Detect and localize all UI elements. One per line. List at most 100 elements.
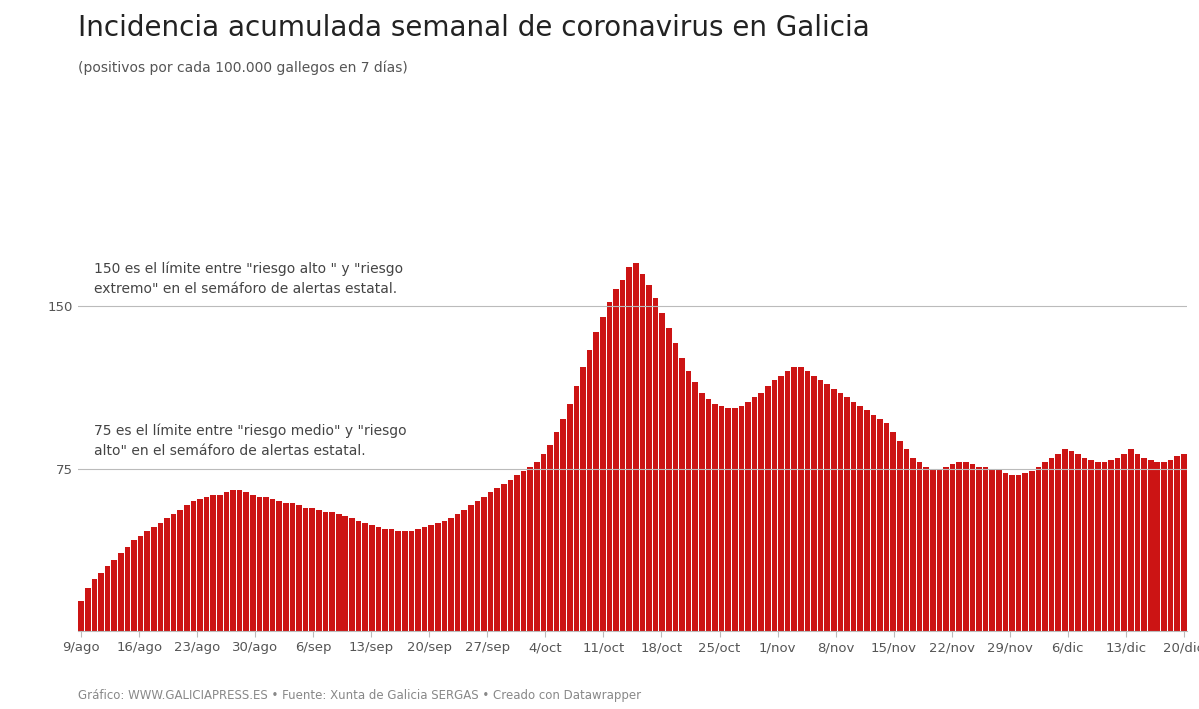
Bar <box>864 411 869 631</box>
Bar <box>1134 454 1140 631</box>
Bar <box>957 462 962 631</box>
Bar <box>659 313 665 631</box>
Bar <box>85 588 91 631</box>
Bar <box>454 514 460 631</box>
Bar <box>673 343 679 631</box>
Text: (positivos por cada 100.000 gallegos en 7 días): (positivos por cada 100.000 gallegos en … <box>78 60 408 74</box>
Bar <box>362 523 368 631</box>
Bar <box>428 525 434 631</box>
Bar <box>520 471 526 631</box>
Bar <box>323 512 329 631</box>
Bar <box>917 462 922 631</box>
Bar <box>904 450 909 631</box>
Bar <box>198 499 203 631</box>
Bar <box>705 399 711 631</box>
Bar <box>343 516 348 631</box>
Bar <box>1141 458 1147 631</box>
Bar <box>409 532 414 631</box>
Bar <box>950 464 956 631</box>
Bar <box>1062 450 1067 631</box>
Bar <box>725 408 731 631</box>
Bar <box>91 579 97 631</box>
Bar <box>791 367 797 631</box>
Bar <box>1095 462 1101 631</box>
Bar <box>1055 454 1061 631</box>
Bar <box>131 540 137 631</box>
Bar <box>468 506 474 631</box>
Bar <box>177 510 183 631</box>
Bar <box>752 397 758 631</box>
Bar <box>422 527 427 631</box>
Bar <box>607 302 613 631</box>
Bar <box>330 512 335 631</box>
Bar <box>878 419 882 631</box>
Bar <box>1042 462 1048 631</box>
Bar <box>1023 473 1028 631</box>
Bar <box>844 397 850 631</box>
Bar <box>851 401 856 631</box>
Bar <box>1102 462 1108 631</box>
Bar <box>765 386 771 631</box>
Bar <box>356 520 361 631</box>
Bar <box>547 445 553 631</box>
Bar <box>224 493 229 631</box>
Bar <box>580 367 586 631</box>
Bar <box>1010 475 1014 631</box>
Bar <box>594 333 600 631</box>
Bar <box>746 401 751 631</box>
Bar <box>646 285 652 631</box>
Bar <box>1181 454 1187 631</box>
Bar <box>554 432 560 631</box>
Bar <box>600 317 605 631</box>
Bar <box>164 518 170 631</box>
Bar <box>1081 458 1087 631</box>
Bar <box>891 432 896 631</box>
Bar <box>573 386 579 631</box>
Bar <box>976 467 982 631</box>
Bar <box>1161 462 1167 631</box>
Bar <box>1168 460 1174 631</box>
Bar <box>104 566 110 631</box>
Bar <box>825 384 830 631</box>
Bar <box>692 382 698 631</box>
Bar <box>448 518 453 631</box>
Bar <box>204 497 210 631</box>
Bar <box>402 532 408 631</box>
Bar <box>679 358 685 631</box>
Bar <box>1155 462 1161 631</box>
Bar <box>983 467 988 631</box>
Bar <box>857 406 863 631</box>
Bar <box>144 532 150 631</box>
Bar <box>1108 460 1114 631</box>
Bar <box>488 493 493 631</box>
Bar <box>718 406 724 631</box>
Bar <box>514 475 519 631</box>
Bar <box>211 495 216 631</box>
Bar <box>1076 454 1080 631</box>
Bar <box>237 491 242 631</box>
Bar <box>1121 454 1127 631</box>
Bar <box>560 419 566 631</box>
Bar <box>665 328 671 631</box>
Bar <box>884 423 890 631</box>
Bar <box>805 372 811 631</box>
Bar <box>541 454 547 631</box>
Bar <box>507 479 513 631</box>
Bar <box>283 503 289 631</box>
Bar <box>270 499 276 631</box>
Bar <box>296 506 302 631</box>
Bar <box>118 553 123 631</box>
Bar <box>996 469 1001 631</box>
Bar <box>620 280 626 631</box>
Bar <box>78 601 84 631</box>
Bar <box>185 506 189 631</box>
Bar <box>369 525 374 631</box>
Bar <box>799 367 803 631</box>
Bar <box>303 508 308 631</box>
Bar <box>759 393 764 631</box>
Bar <box>481 497 487 631</box>
Bar <box>257 497 263 631</box>
Bar <box>1049 458 1054 631</box>
Bar <box>501 484 506 631</box>
Bar <box>1068 452 1074 631</box>
